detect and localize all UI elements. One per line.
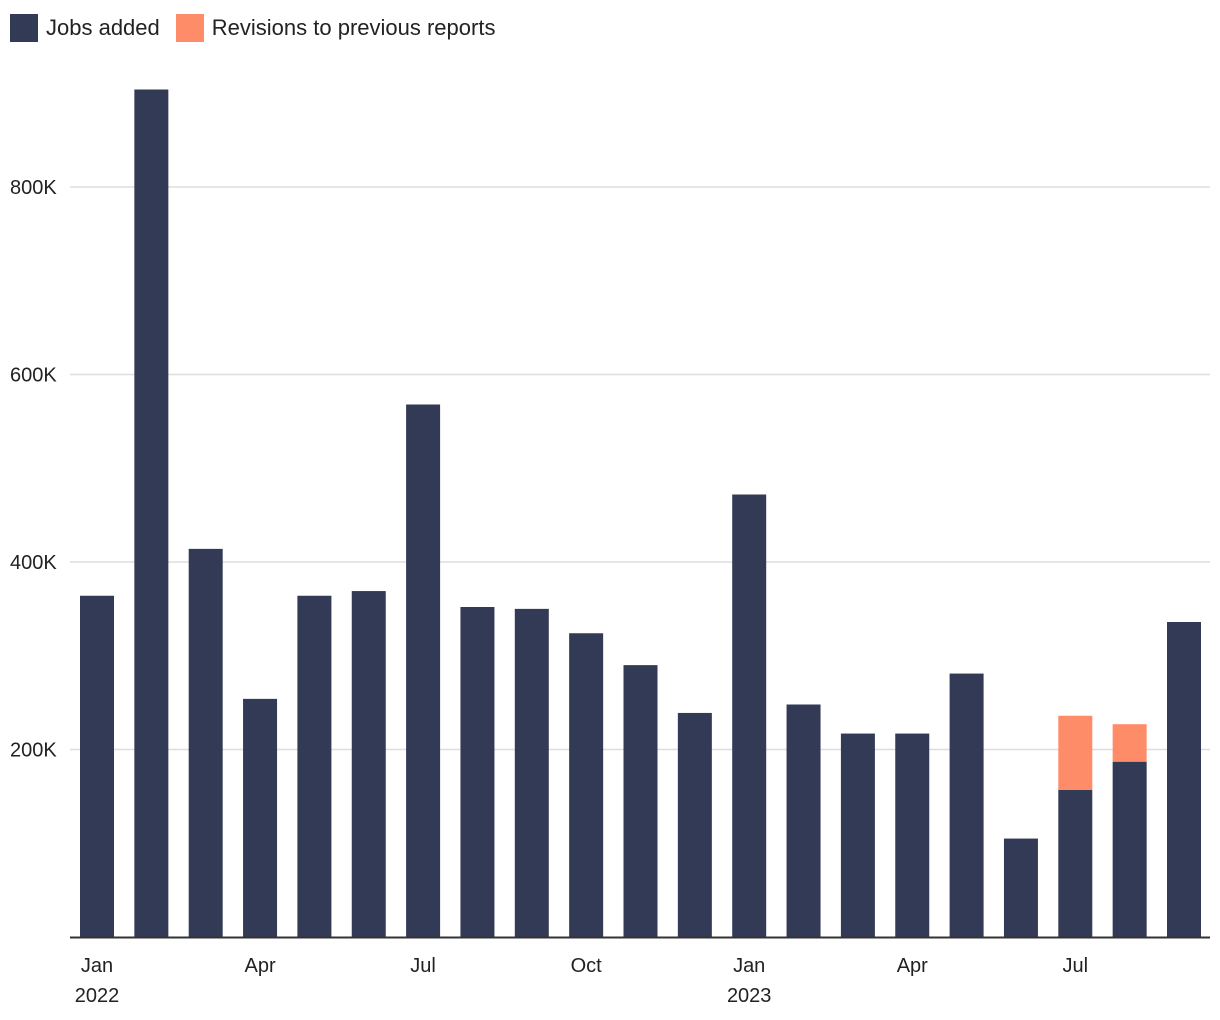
bar-jobs-added[interactable]: Dec 2022 — Jobs added: 239,000 [677,712,712,937]
bar-jobs-added[interactable]: Mar 2022 — Jobs added: 414,000 [188,548,223,937]
bar-jobs-added[interactable]: Jul 2022 — Jobs added: 568,000 [406,404,441,938]
x-tick-label: Jul [410,955,436,977]
bar-jobs-added[interactable]: Apr 2023 — Jobs added: 217,000 [895,733,930,937]
x-tick-label: Jul [1063,955,1089,977]
legend-swatch-revisions [175,14,204,42]
legend-item-revisions[interactable]: Revisions to previous reports [175,14,496,42]
bar-jobs-added[interactable]: Nov 2022 — Jobs added: 290,000 [623,665,658,937]
x-tick-label: Apr [244,955,275,977]
bar-jobs-added[interactable]: Feb 2022 — Jobs added: 904,000 [134,89,169,938]
bar-revisions[interactable]: Jul 2023 — Revisions to previous reports… [1058,715,1093,790]
bar-jobs-added[interactable]: Jan 2023 — Jobs added: 472,000 [732,494,767,938]
bar-jobs-added[interactable]: Aug 2023 — Jobs added: 187,000 [1112,761,1147,937]
x-tick-label: Jan [733,955,765,977]
bar-jobs-added[interactable]: Sep 2023 — Jobs added: 336,000 [1167,622,1201,937]
y-tick-label: 800K [10,177,57,199]
bar-jobs-added[interactable]: May 2023 — Jobs added: 281,000 [949,673,984,937]
x-tick-label: Apr [897,955,928,977]
bar-jobs-added[interactable]: Jan 2022 — Jobs added: 364,000 [80,595,114,937]
bar-jobs-added[interactable]: Oct 2022 — Jobs added: 324,000 [569,633,604,937]
legend-swatch-jobs-added [10,14,38,42]
bar-jobs-added[interactable]: Aug 2022 — Jobs added: 352,000 [460,607,495,937]
x-tick-year-label: 2023 [727,985,772,1007]
bar-jobs-added[interactable]: Feb 2023 — Jobs added: 248,000 [786,704,821,938]
bar-jobs-added[interactable]: Sep 2022 — Jobs added: 350,000 [514,608,549,937]
legend-label-jobs-added: Jobs added [46,15,160,40]
bar-jobs-added[interactable]: Jun 2022 — Jobs added: 369,000 [351,591,386,937]
y-tick-label: 600K [10,365,57,387]
bar-jobs-added[interactable]: Jul 2023 — Jobs added: 157,000 [1058,789,1093,937]
bar-revisions[interactable]: Aug 2023 — Revisions to previous reports… [1112,724,1147,762]
x-tick-label: Oct [571,955,603,977]
bar-jobs-added[interactable]: Apr 2022 — Jobs added: 254,000 [243,698,278,937]
chart-legend: Jobs added Revisions to previous reports [10,14,495,42]
x-tick-label: Jan [81,955,113,977]
y-tick-label: 200K [10,740,57,762]
legend-item-jobs-added[interactable]: Jobs added [10,14,160,42]
bar-jobs-added[interactable]: Mar 2023 — Jobs added: 217,000 [840,733,875,937]
x-tick-year-label: 2022 [75,985,120,1007]
y-tick-label: 400K [10,552,57,574]
bar-jobs-added[interactable]: May 2022 — Jobs added: 364,000 [297,595,332,937]
bar-jobs-added[interactable]: Jun 2023 — Jobs added: 105,000 [1003,838,1038,937]
legend-label-revisions: Revisions to previous reports [211,15,496,40]
